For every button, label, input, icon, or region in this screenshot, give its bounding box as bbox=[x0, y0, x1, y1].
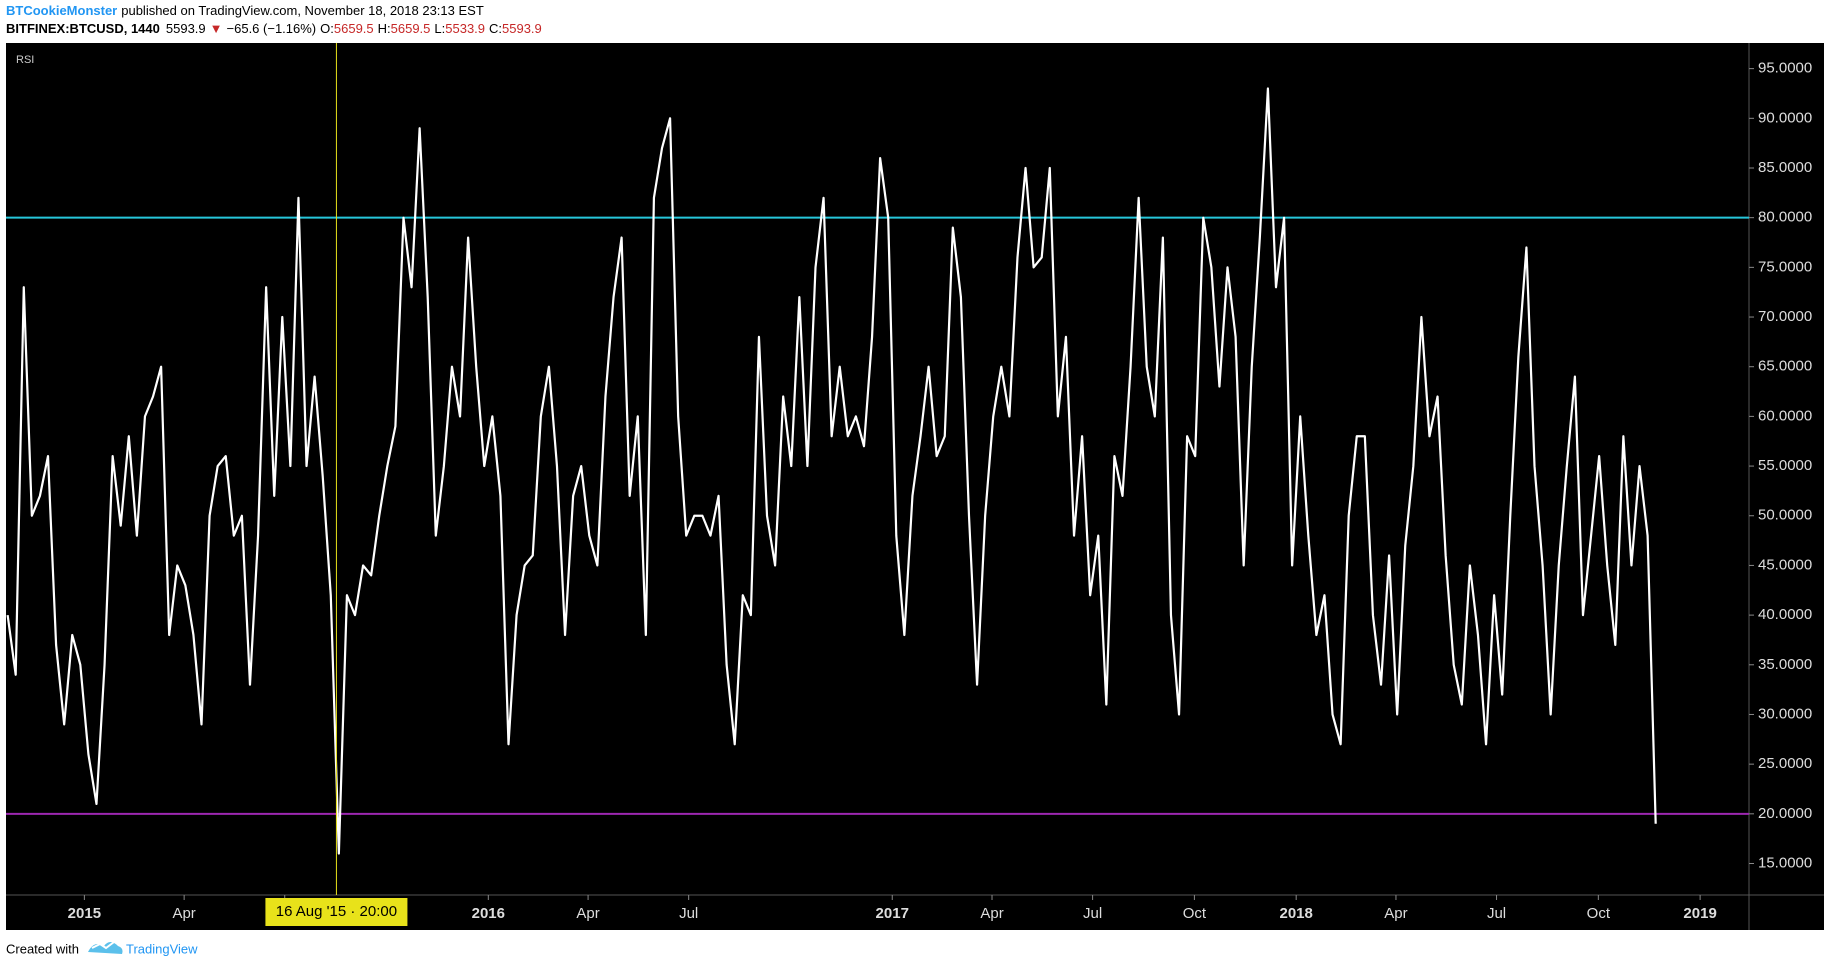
x-tick-label: Oct bbox=[1587, 905, 1611, 922]
ohlc-key: O: bbox=[320, 21, 334, 36]
x-tick-label: 2018 bbox=[1279, 905, 1312, 922]
chart-pane bbox=[6, 43, 1824, 930]
crosshair-label-box bbox=[265, 898, 408, 926]
ohlc-value: 5593.9 bbox=[502, 21, 542, 36]
symbol: BITFINEX:BTCUSD, 1440 bbox=[6, 21, 160, 36]
symbol-line: BITFINEX:BTCUSD, 1440 5593.9 ▼ −65.6 (−1.16… bbox=[6, 21, 542, 36]
y-tick-label: 25.0000 bbox=[1758, 755, 1812, 772]
brand-logo bbox=[88, 941, 123, 954]
rsi-line bbox=[6, 87, 1657, 855]
ohlc-value: 5659.5 bbox=[391, 21, 431, 36]
y-tick-label: 80.0000 bbox=[1758, 209, 1812, 226]
header-line: BTCookieMonster published on TradingView.… bbox=[6, 3, 484, 18]
change: −65.6 (−1.16%) bbox=[227, 21, 317, 36]
last-price: 5593.9 bbox=[166, 21, 206, 36]
y-tick-label: 35.0000 bbox=[1758, 656, 1812, 673]
y-tick-label: 50.0000 bbox=[1758, 507, 1812, 524]
plot: 15.0000 20.0000 25.0000 30.0000 35.0000 40.00… bbox=[6, 43, 1812, 926]
published: published on TradingView.com, November 1… bbox=[121, 3, 484, 18]
ohlc-key: C: bbox=[489, 21, 502, 36]
y-tick-label: 30.0000 bbox=[1758, 705, 1812, 722]
x-tick-label: 2019 bbox=[1683, 905, 1716, 922]
y-tick-label: 65.0000 bbox=[1758, 358, 1812, 375]
ohlc-value: 5659.5 bbox=[334, 21, 374, 36]
y-tick-label: 45.0000 bbox=[1758, 556, 1812, 573]
x-tick-label: Oct bbox=[1183, 905, 1207, 922]
x-tick-label: Jul bbox=[1083, 905, 1102, 922]
y-tick-label: 40.0000 bbox=[1758, 606, 1812, 623]
y-tick-label: 15.0000 bbox=[1758, 854, 1812, 871]
x-tick-label: Apr bbox=[1384, 905, 1407, 922]
footer-created: Created with bbox=[6, 941, 79, 956]
y-tick-label: 85.0000 bbox=[1758, 159, 1812, 176]
crosshair-label: 16 Aug '15 · 20:00 bbox=[276, 903, 397, 920]
x-tick-label: 2015 bbox=[68, 905, 101, 922]
y-tick-label: 55.0000 bbox=[1758, 457, 1812, 474]
footer-brand[interactable]: TradingView bbox=[126, 941, 198, 956]
x-tick-label: 2016 bbox=[472, 905, 505, 922]
x-tick-label: Apr bbox=[172, 905, 195, 922]
x-tick-label: Apr bbox=[980, 905, 1003, 922]
change-arrow: ▼ bbox=[210, 21, 223, 36]
y-tick-label: 20.0000 bbox=[1758, 805, 1812, 822]
x-tick-label: Apr bbox=[576, 905, 599, 922]
y-tick-label: 60.0000 bbox=[1758, 407, 1812, 424]
y-tick-label: 75.0000 bbox=[1758, 258, 1812, 275]
x-tick-label: Jul bbox=[679, 905, 698, 922]
ohlc-value: 5533.9 bbox=[445, 21, 485, 36]
y-tick-label: 90.0000 bbox=[1758, 109, 1812, 126]
ohlc-key: H: bbox=[378, 21, 391, 36]
x-tick-label: Jul bbox=[1487, 905, 1506, 922]
ohlc: O:5659.5 H:5659.5 L:5533.9 C:5593.9 bbox=[320, 21, 542, 36]
y-tick-label: 95.0000 bbox=[1758, 60, 1812, 77]
x-tick-label: 2017 bbox=[876, 905, 909, 922]
indicator-title: RSI bbox=[16, 54, 34, 66]
ohlc-key: L: bbox=[434, 21, 445, 36]
author[interactable]: BTCookieMonster bbox=[6, 3, 117, 18]
y-tick-label: 70.0000 bbox=[1758, 308, 1812, 325]
